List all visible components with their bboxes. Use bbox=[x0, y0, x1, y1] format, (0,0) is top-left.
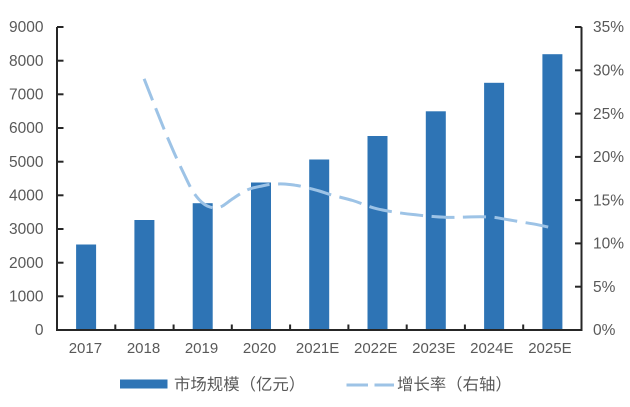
svg-text:0%: 0% bbox=[593, 322, 616, 339]
svg-text:2024E: 2024E bbox=[470, 340, 513, 357]
svg-text:30%: 30% bbox=[593, 63, 624, 80]
svg-text:2017: 2017 bbox=[69, 340, 102, 357]
svg-text:9000: 9000 bbox=[9, 19, 44, 36]
svg-text:8000: 8000 bbox=[9, 53, 44, 70]
svg-text:2021E: 2021E bbox=[296, 340, 339, 357]
svg-text:0: 0 bbox=[35, 322, 44, 339]
svg-text:10%: 10% bbox=[593, 236, 624, 253]
svg-text:15%: 15% bbox=[593, 192, 624, 209]
svg-text:25%: 25% bbox=[593, 106, 624, 123]
svg-text:2022E: 2022E bbox=[354, 340, 397, 357]
svg-text:2000: 2000 bbox=[9, 255, 44, 272]
svg-text:2025E: 2025E bbox=[528, 340, 571, 357]
svg-text:6000: 6000 bbox=[9, 120, 44, 137]
svg-text:20%: 20% bbox=[593, 149, 624, 166]
svg-text:4000: 4000 bbox=[9, 188, 44, 205]
svg-text:3000: 3000 bbox=[9, 221, 44, 238]
svg-text:5000: 5000 bbox=[9, 154, 44, 171]
svg-text:2023E: 2023E bbox=[412, 340, 455, 357]
svg-text:7000: 7000 bbox=[9, 87, 44, 104]
svg-text:2020: 2020 bbox=[243, 340, 276, 357]
svg-text:2019: 2019 bbox=[185, 340, 218, 357]
svg-text:2018: 2018 bbox=[127, 340, 160, 357]
svg-text:35%: 35% bbox=[593, 19, 624, 36]
svg-text:5%: 5% bbox=[593, 279, 616, 296]
svg-text:1000: 1000 bbox=[9, 289, 44, 306]
